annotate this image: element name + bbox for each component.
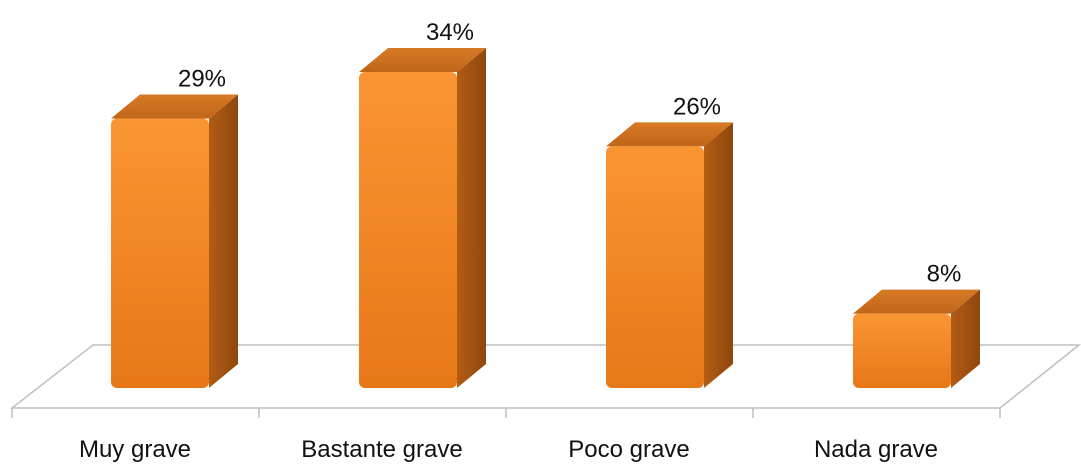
- bar: [359, 48, 486, 388]
- data-label: 34%: [426, 19, 474, 46]
- chart-floor: [9, 344, 1081, 418]
- bar-side: [457, 48, 486, 388]
- bar-series: [111, 48, 980, 389]
- bar-side: [704, 122, 733, 389]
- bar: [853, 289, 980, 388]
- data-label: 26%: [673, 93, 721, 120]
- bar-top: [111, 94, 238, 119]
- x-tick-label: Muy grave: [79, 436, 191, 463]
- x-tick-label: Bastante grave: [301, 436, 462, 463]
- data-label: 8%: [927, 261, 962, 288]
- bar-front: [853, 313, 951, 388]
- data-labels: 29% 34% 26% 8%: [178, 19, 961, 288]
- data-label: 29%: [178, 65, 226, 92]
- bar-top: [606, 122, 733, 147]
- bar: [606, 122, 733, 389]
- bar-top: [853, 289, 980, 314]
- bar-front: [606, 146, 704, 388]
- bar-front: [111, 118, 209, 389]
- x-tick-label: Nada grave: [814, 436, 938, 463]
- bar-front: [359, 72, 457, 388]
- floor-plane: [9, 344, 1081, 409]
- bar-side: [209, 94, 238, 389]
- x-tick-label: Poco grave: [568, 436, 689, 463]
- category-labels: Muy grave Bastante grave Poco grave Nada gr…: [79, 436, 938, 463]
- bar: [111, 94, 238, 389]
- bar-top: [359, 48, 486, 72]
- bar-side: [951, 289, 980, 388]
